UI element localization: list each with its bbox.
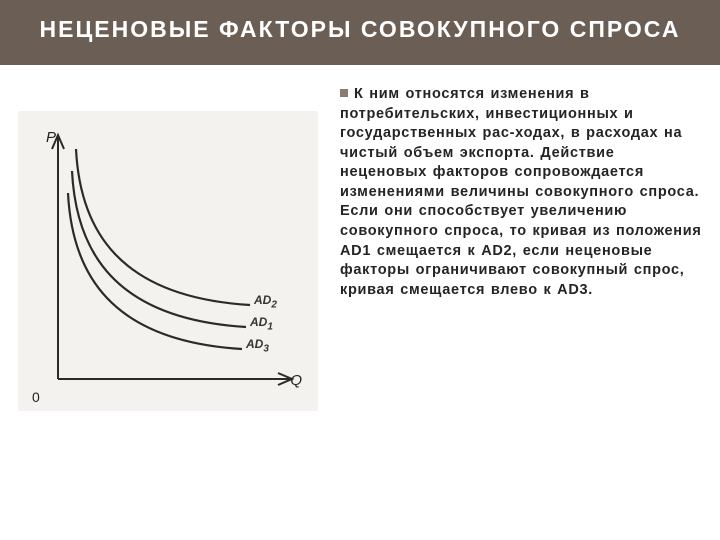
x-axis-label: Q	[290, 372, 302, 389]
curve-label-ad2: AD2	[254, 293, 277, 310]
ad-chart: P Q 0 AD2 AD1 AD3	[18, 111, 318, 411]
chart-area: P Q 0 AD2 AD1 AD3	[0, 83, 330, 411]
curve-label-ad3: AD3	[246, 337, 269, 354]
y-axis-label: P	[46, 129, 56, 146]
body-paragraph: К ним относятся изменения в потребительс…	[340, 85, 704, 300]
text-area: К ним относятся изменения в потребительс…	[340, 83, 704, 411]
axis-origin: 0	[32, 389, 40, 405]
bullet-icon	[340, 89, 348, 97]
curve-label-ad1: AD1	[250, 315, 273, 332]
content-row: P Q 0 AD2 AD1 AD3 К ним относятся измене…	[0, 65, 720, 411]
chart-svg	[18, 111, 318, 411]
slide-title: НЕЦЕНОВЫЕ ФАКТОРЫ СОВОКУПНОГО СПРОСА	[0, 0, 720, 65]
body-text: К ним относятся изменения в потребительс…	[340, 86, 702, 298]
